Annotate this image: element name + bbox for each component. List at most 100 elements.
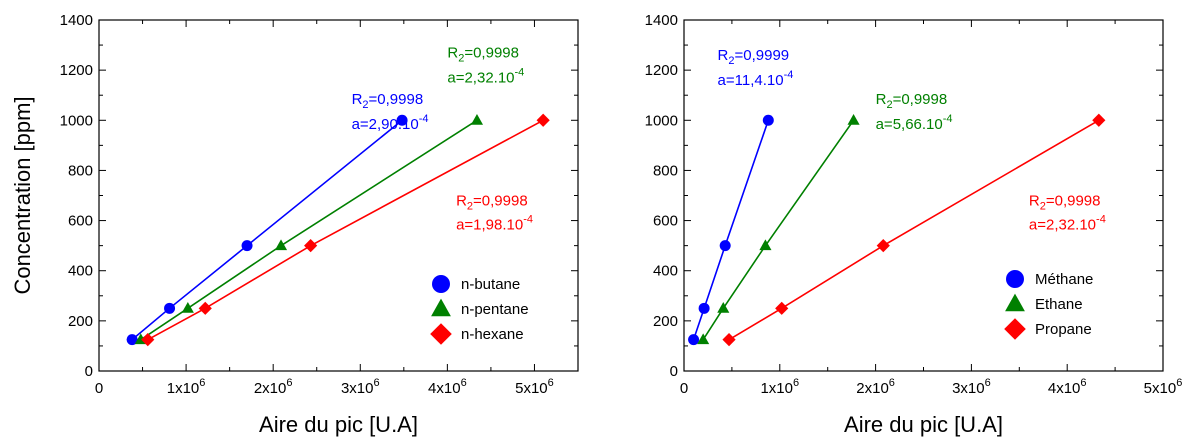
annotation-slope: a=2,32.10-4 xyxy=(447,67,524,87)
y-tick-label: 600 xyxy=(653,213,678,230)
r2-value: =0,9998 xyxy=(893,91,948,108)
x-tick-mantissa: 2x10 xyxy=(856,380,889,397)
x-tick-label: 3x106 xyxy=(341,377,380,397)
y-tick-label: 1200 xyxy=(60,62,93,79)
x-tick-mantissa: 1x10 xyxy=(760,380,793,397)
slope-exponent: -4 xyxy=(784,69,794,81)
r2-value: =0,9998 xyxy=(1046,193,1101,210)
y-tick-label: 200 xyxy=(653,313,678,330)
data-point-Méthane xyxy=(762,114,774,126)
slope-text: a=11,4.10 xyxy=(718,72,784,89)
data-point-Ethane xyxy=(759,239,772,251)
y-tick-label: 1200 xyxy=(645,62,678,79)
data-point-Méthane xyxy=(719,240,731,252)
x-tick-mantissa: 0 xyxy=(95,380,103,397)
r2-prefix: R xyxy=(447,45,458,62)
x-tick-label: 2x106 xyxy=(254,377,293,397)
annotation-r2: R2=0,9998 xyxy=(876,91,948,111)
y-tick-label: 600 xyxy=(68,213,93,230)
x-tick-label: 1x106 xyxy=(760,377,799,397)
data-point-Ethane xyxy=(697,333,710,345)
slope-exponent: -4 xyxy=(523,213,533,225)
slope-exponent: -4 xyxy=(515,67,525,79)
r2-subscript: 2 xyxy=(1040,201,1046,213)
x-tick-mantissa: 1x10 xyxy=(167,380,200,397)
data-point-Propane xyxy=(876,239,890,253)
x-tick-label: 0 xyxy=(95,380,103,397)
data-point-Méthane xyxy=(698,302,710,314)
slope-text: a=2,90.10 xyxy=(352,116,419,133)
y-tick-label: 400 xyxy=(653,263,678,280)
data-point-n-hexane xyxy=(304,239,318,253)
x-tick-exponent: 6 xyxy=(793,377,799,389)
legend-marker-Méthane xyxy=(1006,270,1024,288)
data-point-n-pentane xyxy=(470,113,484,125)
x-tick-mantissa: 4x10 xyxy=(1048,380,1081,397)
x-tick-exponent: 6 xyxy=(1080,377,1086,389)
x-tick-exponent: 6 xyxy=(286,377,292,389)
y-tick-label: 800 xyxy=(68,162,93,179)
data-point-n-butane xyxy=(164,302,176,314)
x-tick-mantissa: 2x10 xyxy=(254,380,287,397)
data-point-Propane xyxy=(1092,113,1106,127)
data-point-n-butane xyxy=(396,114,408,126)
x-tick-mantissa: 5x10 xyxy=(1144,380,1177,397)
x-tick-label: 0 xyxy=(680,380,688,397)
y-tick-label: 0 xyxy=(85,363,93,380)
annotation-slope: a=2,90.10-4 xyxy=(352,113,429,133)
slope-exponent: -4 xyxy=(1096,213,1106,225)
legend-marker-n-pentane xyxy=(431,298,451,317)
r2-subscript: 2 xyxy=(467,201,473,213)
y-tick-label: 1400 xyxy=(60,12,93,29)
x-tick-mantissa: 3x10 xyxy=(952,380,985,397)
data-point-n-pentane xyxy=(181,301,194,313)
annotation-slope: a=1,98.10-4 xyxy=(456,213,533,233)
x-tick-exponent: 6 xyxy=(889,377,895,389)
x-tick-mantissa: 0 xyxy=(680,380,688,397)
fit-line-n-hexane xyxy=(147,119,544,341)
slope-exponent: -4 xyxy=(419,113,429,125)
x-tick-label: 5x106 xyxy=(1144,377,1183,397)
slope-text: a=5,66.10 xyxy=(876,116,943,133)
x-tick-exponent: 6 xyxy=(199,377,205,389)
data-point-Propane xyxy=(775,301,789,315)
data-point-Méthane xyxy=(688,334,700,346)
y-axis-title: Concentration [ppm] xyxy=(10,96,35,294)
y-tick-label: 400 xyxy=(68,263,93,280)
r2-value: =0,9998 xyxy=(464,45,519,62)
r2-subscript: 2 xyxy=(362,99,368,111)
legend-marker-Ethane xyxy=(1005,293,1025,312)
fit-line-Méthane xyxy=(692,120,770,340)
x-tick-exponent: 6 xyxy=(373,377,379,389)
x-tick-label: 4x106 xyxy=(428,377,467,397)
r2-value: =0,9998 xyxy=(473,193,528,210)
annotation-slope: a=2,32.10-4 xyxy=(1029,213,1106,233)
slope-text: a=2,32.10 xyxy=(447,70,514,87)
y-tick-label: 0 xyxy=(670,363,678,380)
r2-subscript: 2 xyxy=(728,55,734,67)
r2-prefix: R xyxy=(718,47,729,64)
r2-prefix: R xyxy=(876,91,887,108)
x-tick-label: 3x106 xyxy=(952,377,991,397)
x-tick-exponent: 6 xyxy=(985,377,991,389)
data-point-n-butane xyxy=(126,334,138,346)
legend-label: n-butane xyxy=(461,276,520,293)
x-tick-exponent: 6 xyxy=(548,377,554,389)
data-point-Ethane xyxy=(847,113,860,125)
y-tick-label: 1400 xyxy=(645,12,678,29)
r2-value: =0,9999 xyxy=(734,47,789,64)
annotation-r2: R2=0,9998 xyxy=(456,193,528,213)
r2-subscript: 2 xyxy=(458,53,464,65)
legend-label: Propane xyxy=(1035,321,1092,338)
slope-text: a=1,98.10 xyxy=(456,216,523,233)
fit-line-Ethane xyxy=(702,119,855,341)
legend-label: n-pentane xyxy=(461,301,529,318)
legend-label: Méthane xyxy=(1035,271,1093,288)
r2-prefix: R xyxy=(1029,193,1040,210)
annotation-slope: a=5,66.10-4 xyxy=(876,113,953,133)
annotation-r2: R2=0,9998 xyxy=(1029,193,1101,213)
legend-marker-Propane xyxy=(1004,318,1026,340)
fit-line-Propane xyxy=(728,119,1100,341)
